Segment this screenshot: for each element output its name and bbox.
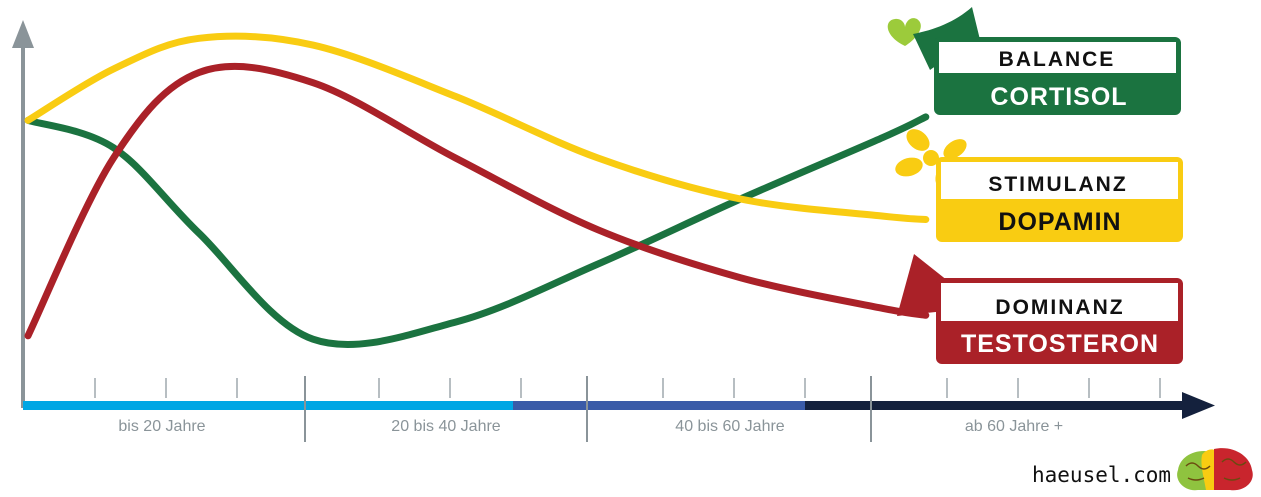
legend-top-label-cortisol: BALANCE	[999, 48, 1116, 71]
legend-name-dopamin: DOPAMIN	[998, 208, 1121, 236]
age-band-2	[513, 401, 805, 410]
series-lines	[24, 32, 930, 348]
x-axis-ticks	[94, 376, 1161, 442]
x-axis-arrow-icon	[1182, 392, 1215, 419]
age-label-3: 40 bis 60 Jahre	[675, 418, 785, 435]
legend-top-label-testosteron: DOMINANZ	[995, 296, 1124, 319]
y-axis-arrow-icon	[12, 20, 34, 48]
x-axis	[23, 392, 1215, 419]
age-band-1	[23, 401, 513, 410]
legend-name-cortisol: CORTISOL	[990, 83, 1127, 111]
series-line-cortisol	[24, 113, 930, 348]
legend-dopamin: STIMULANZ DOPAMIN	[895, 129, 1183, 242]
legend-testosteron: DOMINANZ TESTOSTERON	[897, 254, 1183, 364]
age-band-3	[805, 401, 1185, 410]
age-label-1: bis 20 Jahre	[118, 418, 205, 435]
brand-text: haeusel.com	[1032, 463, 1171, 487]
series-line-testosteron	[24, 62, 930, 340]
series-line-dopamin	[24, 32, 930, 223]
age-label-2: 20 bis 40 Jahre	[391, 418, 501, 435]
legend-top-label-dopamin: STIMULANZ	[988, 173, 1127, 196]
heart-icon	[887, 18, 921, 46]
legend-cortisol: BALANCE CORTISOL	[887, 7, 1181, 115]
age-label-4: ab 60 Jahre +	[965, 418, 1063, 435]
brain-icon	[1177, 448, 1253, 491]
legend-name-testosteron: TESTOSTERON	[961, 330, 1159, 358]
y-axis	[12, 20, 34, 408]
